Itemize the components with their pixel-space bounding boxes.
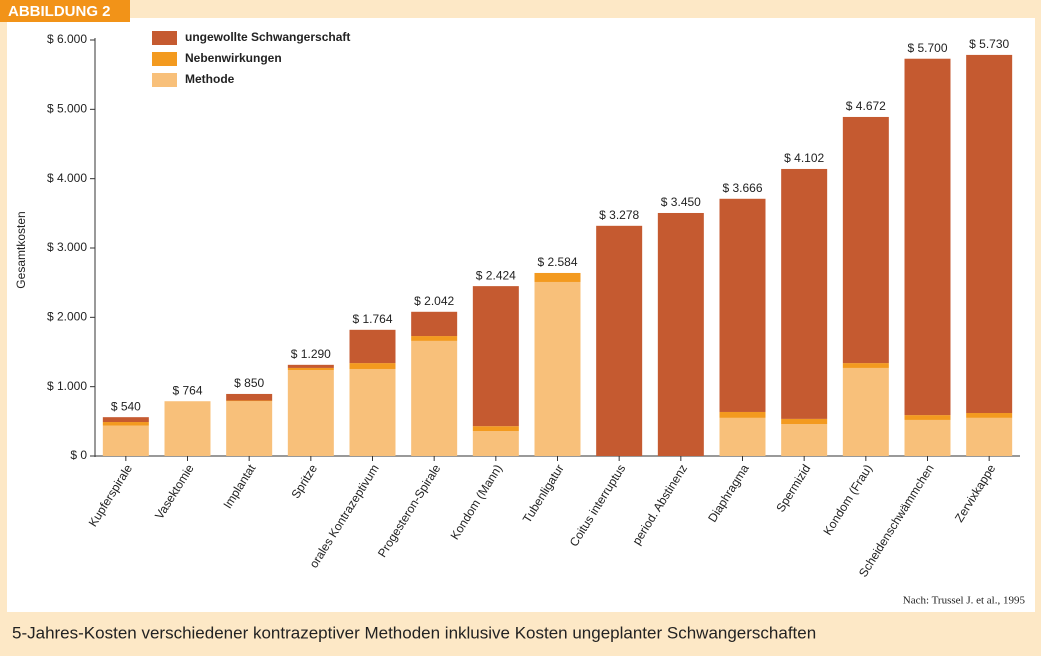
bar-segment: [287, 367, 334, 371]
bar-segment: [966, 54, 1013, 414]
bar-segment: [164, 401, 211, 456]
bar-segment: [966, 413, 1013, 418]
value-label: $ 1.764: [352, 312, 392, 326]
legend-label: ungewollte Schwangerschaft: [185, 30, 350, 44]
legend-label: Methode: [185, 72, 235, 86]
bar-segment: [904, 419, 951, 456]
legend-swatch: [152, 31, 177, 45]
bar-segment: [411, 340, 458, 456]
y-tick-label: $ 5.000: [47, 102, 87, 116]
bar-segment: [657, 212, 704, 456]
bar-segment: [842, 367, 889, 456]
bar-segment: [842, 363, 889, 368]
y-tick-label: $ 4.000: [47, 171, 87, 185]
bar-segment: [349, 368, 396, 456]
bar-segment: [102, 422, 149, 426]
bar-segment: [596, 225, 643, 456]
legend-swatch: [152, 73, 177, 87]
value-label: $ 2.042: [414, 294, 454, 308]
bar-segment: [781, 168, 828, 419]
bar-segment: [534, 272, 581, 282]
legend-swatch: [152, 52, 177, 66]
y-tick-label: $ 0: [70, 448, 87, 462]
y-tick-label: $ 1.000: [47, 379, 87, 393]
bar-segment: [904, 415, 951, 420]
bar-segment: [781, 424, 828, 456]
bar-segment: [411, 336, 458, 341]
value-label: $ 2.424: [476, 268, 516, 282]
bar-segment: [534, 281, 581, 456]
bar-segment: [472, 431, 519, 456]
bar-segment: [719, 411, 766, 418]
value-label: $ 850: [234, 376, 264, 390]
bar-segment: [226, 393, 273, 401]
bar-segment: [226, 400, 273, 402]
caption: 5-Jahres-Kosten verschiedener kontrazept…: [12, 623, 816, 642]
y-tick-label: $ 2.000: [47, 310, 87, 324]
bar-segment: [411, 311, 458, 337]
bar-segment: [472, 426, 519, 432]
value-label: $ 3.666: [722, 181, 762, 195]
value-label: $ 4.102: [784, 151, 824, 165]
legend-label: Nebenwirkungen: [185, 51, 282, 65]
bar-segment: [287, 364, 334, 368]
y-tick-label: $ 3.000: [47, 240, 87, 254]
value-label: $ 2.584: [537, 255, 577, 269]
bar-segment: [226, 401, 273, 456]
bar-segment: [472, 286, 519, 427]
value-label: $ 5.700: [907, 41, 947, 55]
bar-segment: [966, 417, 1013, 456]
value-label: $ 1.290: [291, 347, 331, 361]
bar-segment: [719, 417, 766, 456]
value-label: $ 3.278: [599, 208, 639, 222]
value-label: $ 3.450: [661, 195, 701, 209]
bar-segment: [719, 198, 766, 412]
bar-segment: [287, 370, 334, 456]
bar-segment: [781, 418, 828, 425]
bar-segment: [102, 425, 149, 456]
bar-segment: [102, 417, 149, 423]
y-tick-label: $ 6.000: [47, 32, 87, 46]
bar-segment: [349, 329, 396, 364]
y-axis-label: Gesamtkosten: [14, 211, 28, 288]
source: Nach: Trussel J. et al., 1995: [903, 595, 1026, 607]
bar-segment: [842, 116, 889, 364]
value-label: $ 5.730: [969, 37, 1009, 51]
value-label: $ 4.672: [846, 99, 886, 113]
value-label: $ 540: [111, 399, 141, 413]
bar-segment: [349, 363, 396, 369]
value-label: $ 764: [172, 383, 202, 397]
badge: ABBILDUNG 2: [8, 3, 111, 20]
bar-segment: [904, 58, 951, 416]
badge-box: [0, 0, 130, 22]
